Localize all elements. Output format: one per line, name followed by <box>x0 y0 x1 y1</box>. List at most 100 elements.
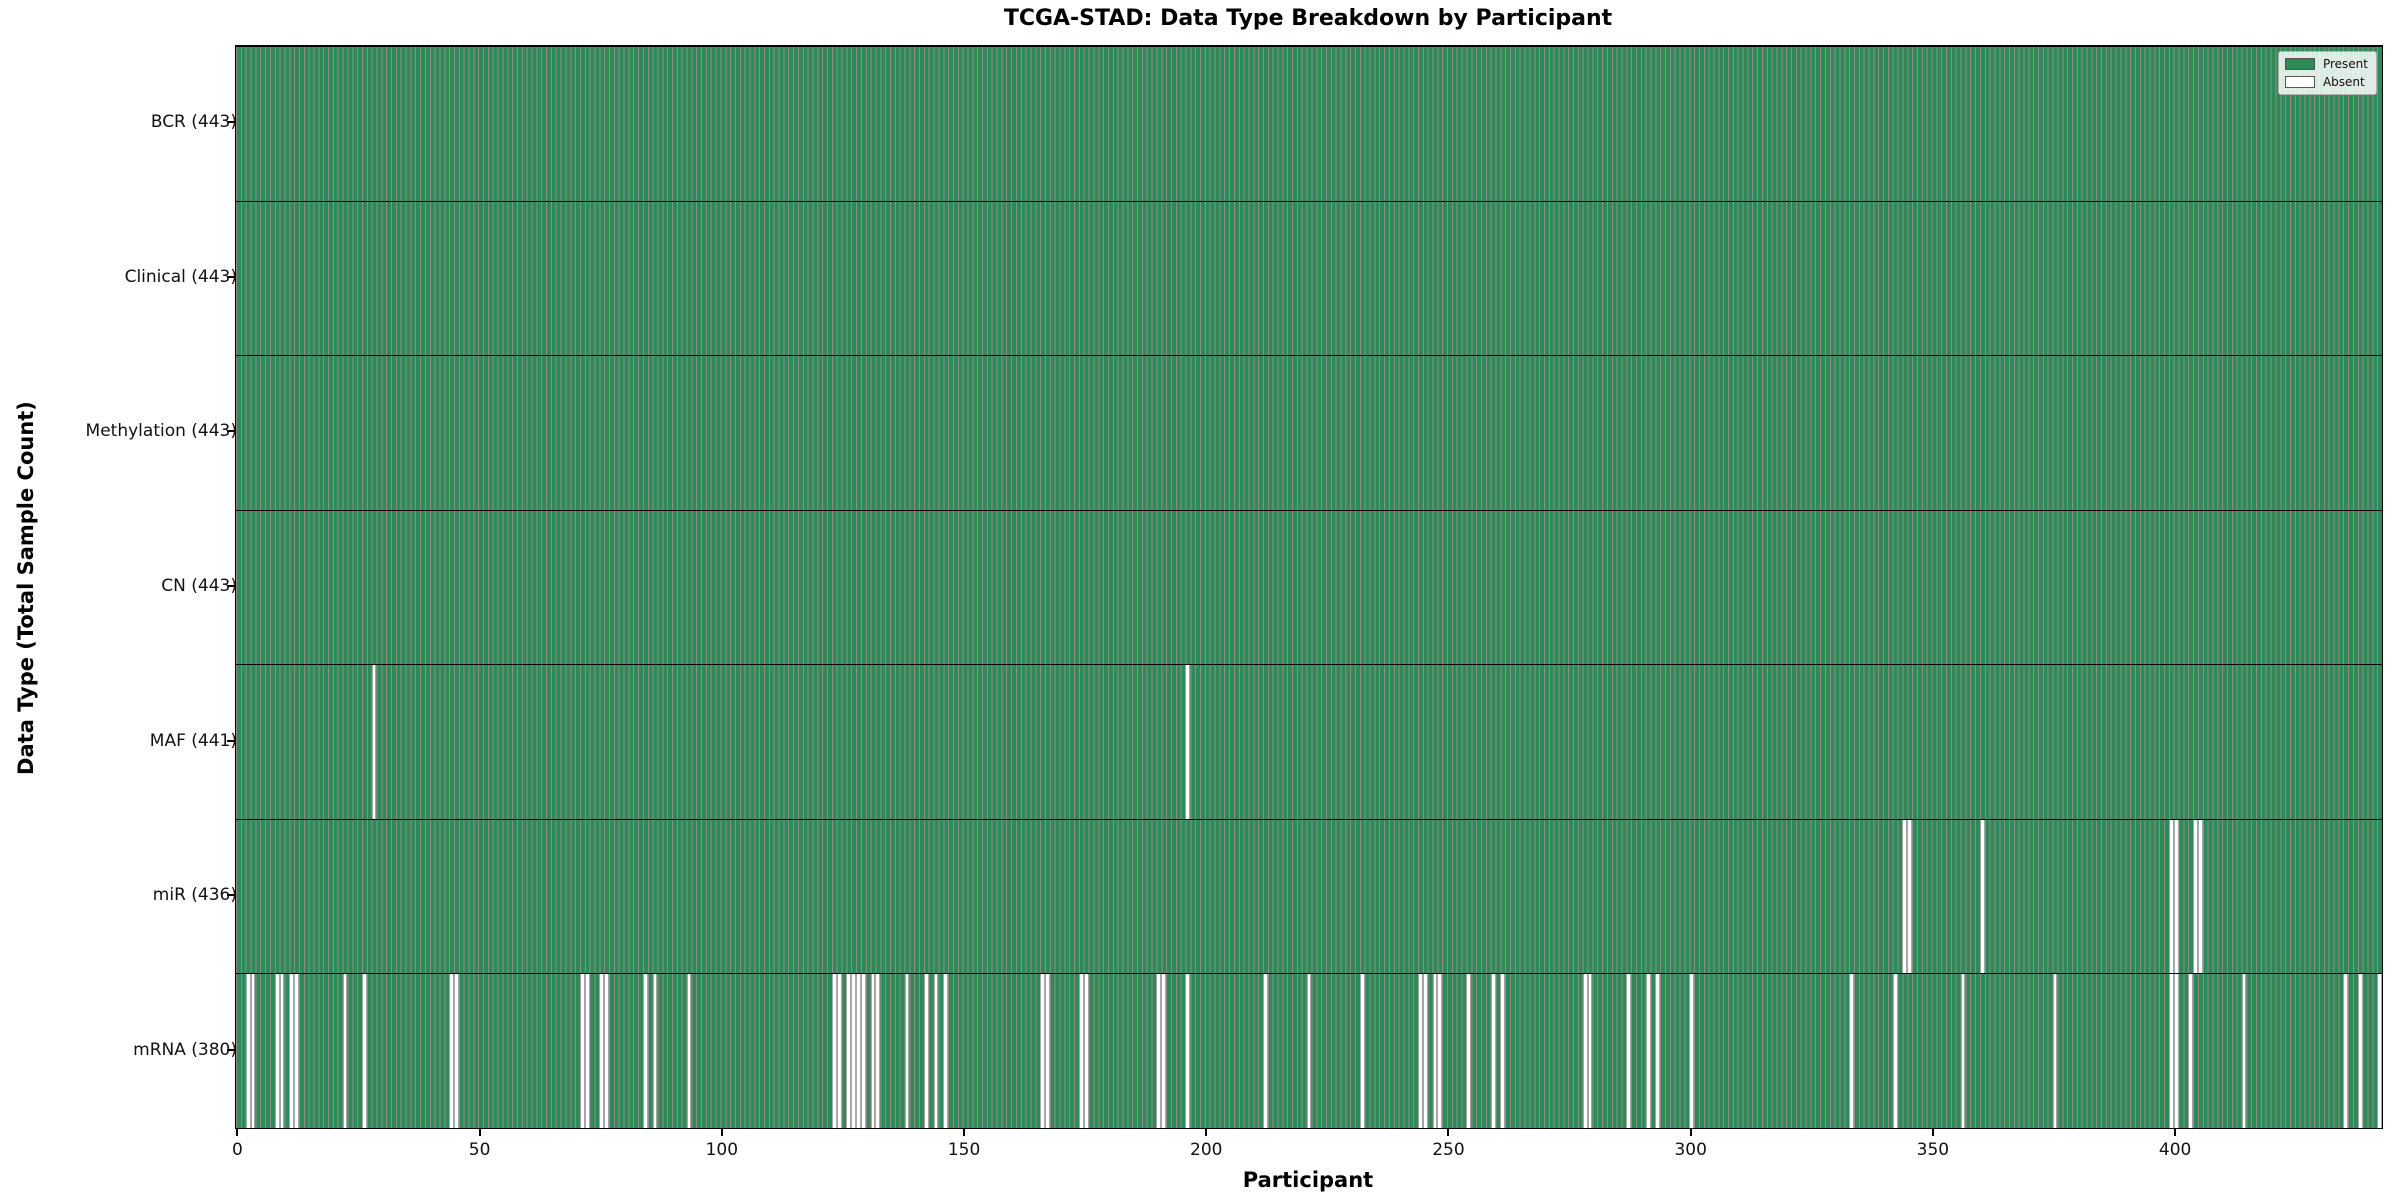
legend-swatch-absent <box>2284 76 2315 88</box>
absent-bar-mRNA-131 <box>870 974 876 1128</box>
legend: Present Absent <box>2277 51 2377 95</box>
absent-bar-mRNA-400 <box>2173 974 2179 1128</box>
absent-bar-mRNA-166 <box>1040 974 1045 1128</box>
x-tick-250 <box>1447 1128 1450 1136</box>
absent-bar-mRNA-247 <box>1432 974 1438 1128</box>
absent-bar-mRNA-12 <box>294 974 299 1128</box>
absent-bar-mRNA-2 <box>245 974 251 1128</box>
y-tick-Methylation <box>227 430 235 433</box>
absent-bar-mRNA-138 <box>904 974 910 1128</box>
absent-bar-mRNA-190 <box>1156 974 1162 1128</box>
absent-bar-mRNA-93 <box>686 974 692 1128</box>
x-tick-label-350: 350 <box>1916 1140 1950 1160</box>
y-tick-BCR <box>227 121 235 124</box>
absent-bar-mRNA-442 <box>2377 974 2382 1128</box>
absent-bar-mRNA-342 <box>1892 974 1898 1128</box>
absent-bar-MAF-196 <box>1185 665 1191 819</box>
x-tick-label-150: 150 <box>947 1140 981 1160</box>
absent-bar-mRNA-291 <box>1645 974 1651 1128</box>
absent-bar-mRNA-245 <box>1422 974 1428 1128</box>
legend-entry-present: Present <box>2284 57 2368 71</box>
absent-bar-mRNA-8 <box>274 974 280 1128</box>
row-band-MAF <box>236 664 2382 819</box>
x-tick-200 <box>1205 1128 1208 1136</box>
absent-bar-mRNA-11 <box>289 974 295 1128</box>
x-tick-100 <box>720 1128 723 1136</box>
x-tick-400 <box>2174 1128 2177 1136</box>
x-tick-label-300: 300 <box>1674 1140 1707 1160</box>
x-tick-label-50: 50 <box>468 1140 491 1160</box>
absent-bar-miR-344 <box>1902 819 1908 974</box>
legend-entry-absent: Absent <box>2284 75 2368 89</box>
x-tick-50 <box>478 1128 481 1136</box>
y-tick-label-Clinical: Clinical (443) <box>124 266 237 287</box>
absent-bar-MAF-28 <box>371 665 377 819</box>
absent-bar-mRNA-128 <box>856 974 861 1128</box>
x-tick-150 <box>963 1128 966 1136</box>
absent-bar-mRNA-212 <box>1262 974 1268 1128</box>
row-band-Clinical <box>236 200 2382 356</box>
absent-bar-mRNA-3 <box>250 974 256 1128</box>
absent-bar-miR-345 <box>1907 819 1913 974</box>
y-tick-label-MAF: MAF (441) <box>149 730 237 751</box>
absent-bar-mRNA-9 <box>279 974 285 1128</box>
absent-bar-mRNA-414 <box>2241 974 2247 1128</box>
y-tick-label-mRNA: mRNA (380) <box>133 1039 237 1060</box>
absent-bar-mRNA-26 <box>361 974 367 1128</box>
absent-bar-miR-404 <box>2193 819 2198 974</box>
y-tick-label-CN: CN (443) <box>161 576 237 596</box>
absent-bar-mRNA-71 <box>579 974 585 1128</box>
x-tick-label-0: 0 <box>232 1140 243 1160</box>
absent-bar-mRNA-146 <box>943 974 949 1128</box>
absent-bar-mRNA-127 <box>851 974 857 1128</box>
y-tick-label-miR: miR (436) <box>152 885 237 906</box>
x-tick-350 <box>1931 1128 1934 1136</box>
legend-swatch-present <box>2284 58 2315 70</box>
row-band-BCR <box>236 46 2382 201</box>
absent-bar-mRNA-279 <box>1587 974 1593 1128</box>
x-tick-label-100: 100 <box>705 1140 739 1160</box>
absent-bar-mRNA-75 <box>599 974 605 1128</box>
x-tick-300 <box>1689 1128 1692 1136</box>
y-tick-label-Methylation: Methylation (443) <box>85 421 237 442</box>
absent-bar-mRNA-76 <box>604 974 609 1128</box>
absent-bar-mRNA-126 <box>846 974 852 1128</box>
absent-bar-mRNA-22 <box>342 974 348 1128</box>
absent-bar-miR-399 <box>2168 819 2174 974</box>
absent-bar-mRNA-86 <box>652 974 658 1128</box>
absent-bar-mRNA-259 <box>1490 974 1496 1128</box>
y-tick-Clinical <box>227 275 235 278</box>
absent-bar-mRNA-167 <box>1044 974 1050 1128</box>
absent-bar-mRNA-221 <box>1306 974 1312 1128</box>
absent-bar-miR-405 <box>2197 819 2203 974</box>
absent-bar-mRNA-244 <box>1417 974 1423 1128</box>
absent-bar-mRNA-174 <box>1078 974 1084 1128</box>
absent-bar-mRNA-124 <box>836 974 842 1128</box>
absent-bar-mRNA-403 <box>2188 974 2194 1128</box>
row-band-Methylation <box>236 355 2382 510</box>
absent-bar-mRNA-144 <box>933 974 939 1128</box>
absent-bar-mRNA-254 <box>1466 974 1472 1128</box>
absent-bar-mRNA-72 <box>584 974 590 1128</box>
absent-bar-mRNA-45 <box>453 974 459 1128</box>
absent-bar-mRNA-129 <box>860 974 866 1128</box>
x-tick-0 <box>236 1128 239 1136</box>
y-tick-MAF <box>227 739 235 742</box>
absent-bar-mRNA-399 <box>2168 974 2174 1128</box>
absent-bar-mRNA-132 <box>875 974 881 1128</box>
row-band-mRNA <box>236 973 2382 1128</box>
absent-bar-mRNA-261 <box>1500 974 1506 1128</box>
legend-label-present: Present <box>2322 57 2368 71</box>
row-band-miR <box>236 818 2382 974</box>
row-band-CN <box>236 509 2382 665</box>
y-tick-mRNA <box>227 1048 235 1051</box>
absent-bar-mRNA-142 <box>923 974 929 1128</box>
y-tick-CN <box>227 585 235 587</box>
absent-bar-mRNA-300 <box>1689 974 1695 1128</box>
plot-area: Present Absent <box>235 45 2383 1129</box>
x-tick-label-200: 200 <box>1190 1140 1223 1160</box>
absent-bar-miR-400 <box>2173 819 2179 974</box>
absent-bar-mRNA-232 <box>1359 974 1365 1128</box>
absent-bar-mRNA-44 <box>449 974 454 1128</box>
